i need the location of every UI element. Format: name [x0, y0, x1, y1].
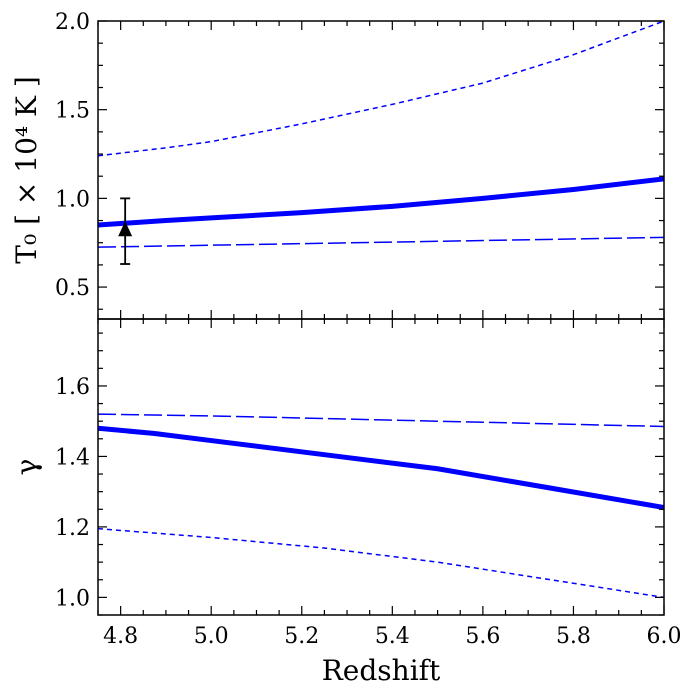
series-line-dashed-long: [98, 236, 664, 248]
series-line-solid-thick: [98, 176, 664, 228]
y-tick-label: 1.0: [55, 586, 90, 611]
y-tick-label: 1.4: [55, 445, 90, 470]
x-tick-label: 5.4: [375, 624, 410, 649]
y-axis-label: γ: [10, 459, 43, 476]
top-panel: 0.5 1.0 1.5 2.0: [55, 10, 665, 320]
x-tick-label: 6.0: [647, 624, 682, 649]
x-tick-label: 5.2: [284, 624, 319, 649]
y-tick-label: 1.5: [55, 99, 90, 124]
x-axis-label: Redshift: [322, 654, 441, 687]
series-group: [98, 413, 664, 599]
y-tick-label: 0.5: [55, 276, 90, 301]
x-tick-label: 5.8: [556, 624, 591, 649]
series-line-dashed-long: [98, 413, 664, 428]
x-tick-label: 4.8: [103, 624, 138, 649]
y-tick-label: 1.0: [55, 187, 90, 212]
series-line-solid-thick: [98, 425, 664, 510]
y-tick-label: 2.0: [55, 10, 90, 35]
series-line-dashed-short: [98, 21, 664, 157]
y-axis-label: T₀ [ × 10⁴ K ]: [10, 76, 43, 263]
bottom-panel: 1.0 1.2 1.4 1.6 4.8 5.0 5.2 5.4 5.6 5.8 6.0: [55, 318, 682, 649]
data-point-triangle: [118, 221, 133, 237]
axis-labels: T₀ [ × 10⁴ K ] γ Redshift: [10, 76, 441, 687]
axes-frame: [97, 20, 665, 320]
axes-frame: [97, 318, 665, 616]
y-tick-label: 1.2: [55, 516, 90, 541]
y-tick-label: 1.6: [55, 375, 90, 400]
x-tick-label: 5.0: [194, 624, 229, 649]
x-tick-label: 5.6: [465, 624, 500, 649]
series-group: [98, 21, 664, 248]
series-line-dashed-short: [98, 527, 664, 599]
